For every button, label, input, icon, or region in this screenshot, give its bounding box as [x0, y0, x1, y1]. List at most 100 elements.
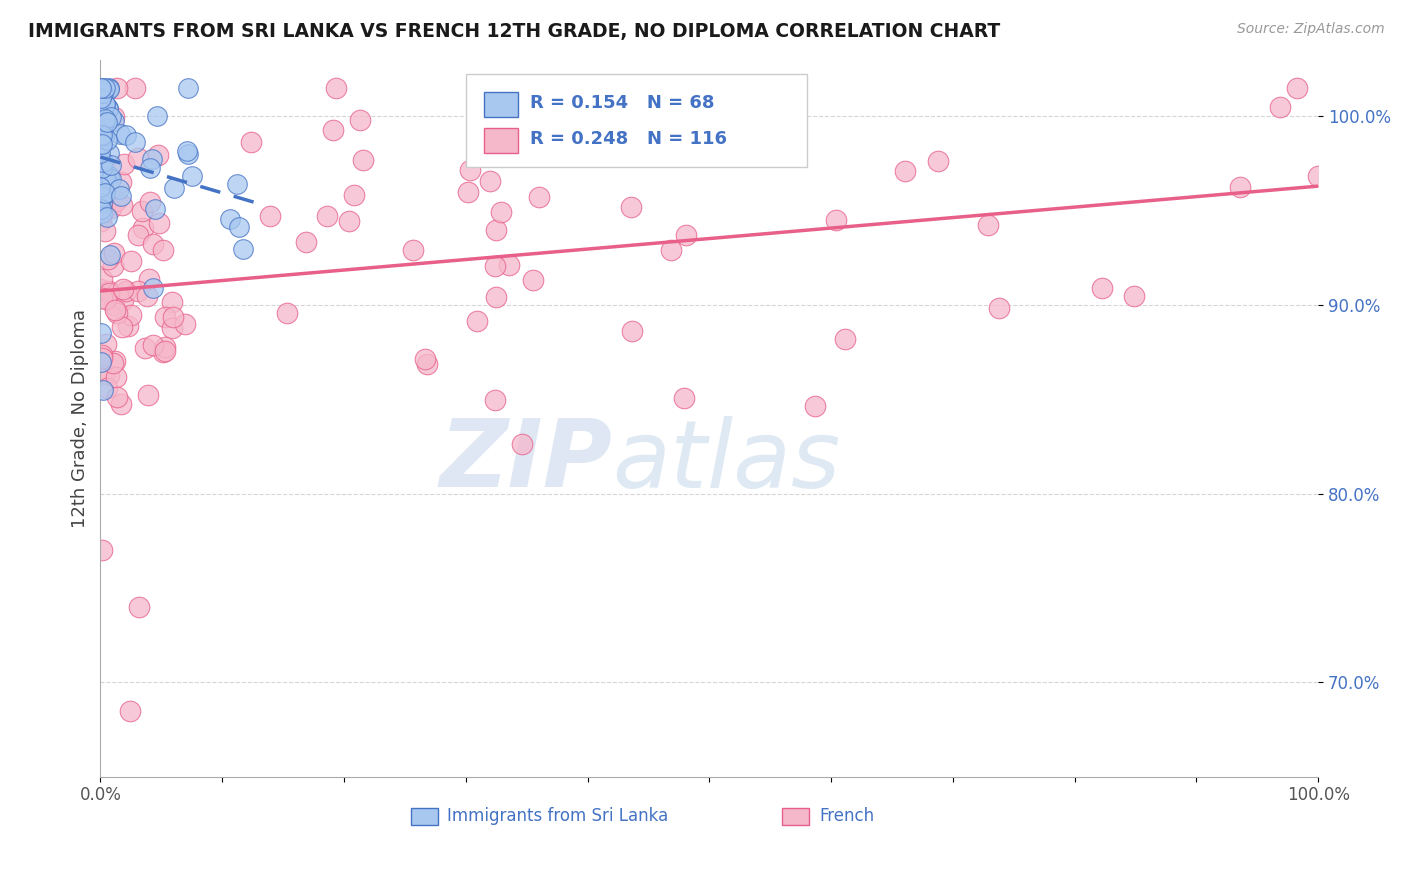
- Point: [259, 209, 281, 223]
- Point: [153, 344, 176, 359]
- Point: [343, 188, 366, 202]
- Point: [97, 103, 120, 117]
- Point: [529, 190, 551, 204]
- Point: [139, 161, 162, 175]
- Point: [155, 340, 177, 354]
- Point: [97, 101, 120, 115]
- Point: [94, 96, 117, 111]
- Point: [103, 110, 125, 124]
- Point: [295, 235, 318, 249]
- Point: [91, 137, 114, 152]
- Point: [97, 81, 120, 95]
- Point: [141, 152, 163, 166]
- Point: [136, 289, 159, 303]
- Point: [90, 127, 112, 141]
- Point: [620, 324, 643, 338]
- Point: [91, 543, 114, 558]
- Y-axis label: 12th Grade, No Diploma: 12th Grade, No Diploma: [72, 309, 89, 528]
- Point: [177, 81, 200, 95]
- Point: [90, 132, 112, 146]
- Point: [153, 310, 176, 325]
- FancyBboxPatch shape: [782, 808, 810, 825]
- Point: [103, 298, 125, 312]
- Point: [97, 81, 120, 95]
- Point: [93, 185, 115, 199]
- Point: [218, 211, 240, 226]
- Point: [176, 144, 198, 158]
- Point: [337, 214, 360, 228]
- Point: [225, 177, 247, 191]
- Point: [93, 186, 115, 200]
- Point: [325, 81, 347, 95]
- FancyBboxPatch shape: [484, 92, 517, 117]
- Point: [90, 214, 112, 228]
- Point: [804, 399, 827, 413]
- Point: [100, 158, 122, 172]
- Point: [659, 243, 682, 257]
- Point: [100, 201, 122, 215]
- Point: [90, 91, 112, 105]
- Point: [103, 114, 125, 128]
- Point: [96, 210, 118, 224]
- Point: [484, 260, 506, 274]
- Point: [108, 182, 131, 196]
- Point: [322, 122, 344, 136]
- Point: [620, 201, 643, 215]
- Point: [93, 81, 115, 95]
- Point: [97, 252, 120, 266]
- Point: [675, 228, 697, 243]
- Point: [110, 189, 132, 203]
- Point: [90, 354, 112, 368]
- Point: [131, 203, 153, 218]
- Point: [96, 381, 118, 395]
- Point: [177, 146, 200, 161]
- Point: [104, 354, 127, 368]
- Point: [101, 259, 124, 273]
- Point: [127, 151, 149, 165]
- Point: [988, 301, 1011, 316]
- Point: [98, 285, 121, 300]
- Point: [498, 258, 520, 272]
- Point: [104, 194, 127, 208]
- Point: [104, 302, 127, 317]
- Point: [485, 290, 508, 304]
- Text: R = 0.248   N = 116: R = 0.248 N = 116: [530, 130, 727, 148]
- Point: [120, 308, 142, 322]
- Point: [89, 123, 111, 137]
- Point: [276, 306, 298, 320]
- Point: [111, 281, 134, 295]
- Point: [105, 390, 128, 404]
- Point: [239, 136, 262, 150]
- Point: [136, 387, 159, 401]
- Text: Source: ZipAtlas.com: Source: ZipAtlas.com: [1237, 22, 1385, 37]
- Text: ZIP: ZIP: [439, 415, 612, 508]
- Point: [89, 180, 111, 194]
- Point: [228, 220, 250, 235]
- Point: [349, 113, 371, 128]
- Point: [160, 295, 183, 310]
- Point: [127, 227, 149, 242]
- Point: [105, 306, 128, 320]
- Point: [132, 220, 155, 235]
- Point: [90, 81, 112, 95]
- Point: [96, 133, 118, 147]
- Point: [90, 128, 112, 142]
- Point: [485, 223, 508, 237]
- Point: [148, 216, 170, 230]
- Point: [142, 237, 165, 252]
- Point: [91, 173, 114, 187]
- Point: [90, 272, 112, 286]
- Point: [96, 292, 118, 306]
- Point: [98, 247, 121, 261]
- Point: [402, 243, 425, 257]
- Point: [100, 172, 122, 186]
- Point: [104, 370, 127, 384]
- Point: [94, 169, 117, 184]
- Point: [138, 271, 160, 285]
- Point: [927, 153, 949, 168]
- Point: [96, 114, 118, 128]
- Point: [162, 310, 184, 325]
- Point: [120, 254, 142, 268]
- Point: [173, 318, 195, 332]
- Point: [124, 135, 146, 149]
